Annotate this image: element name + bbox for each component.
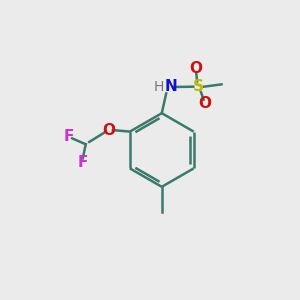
Text: S: S — [193, 79, 204, 94]
Text: O: O — [102, 123, 115, 138]
Text: F: F — [78, 155, 88, 170]
Text: F: F — [64, 128, 74, 143]
Text: O: O — [190, 61, 203, 76]
Text: O: O — [199, 96, 212, 111]
Text: H: H — [154, 80, 164, 94]
Text: N: N — [164, 80, 177, 94]
